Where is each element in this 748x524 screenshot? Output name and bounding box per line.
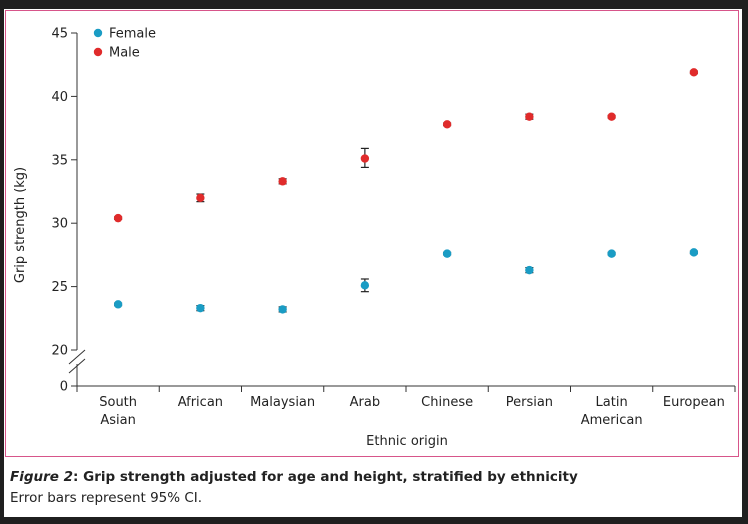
female-point: [442, 249, 452, 258]
figure-caption: Figure 2: Grip strength adjusted for age…: [10, 469, 578, 485]
x-tick-label: Latin American: [581, 395, 643, 428]
figure-card: 20 25 30 35 40 45 0 South Asian African Malaysian…: [4, 9, 742, 517]
x-tick-label: Arab: [350, 395, 380, 410]
female-point: [196, 303, 205, 313]
x-tick-label: European: [663, 395, 725, 410]
x-tick-label-line: Malaysian: [250, 395, 315, 410]
female-point: [278, 305, 287, 314]
male-point: [113, 213, 123, 223]
y-axis: 20 25 30 35 40 45 0: [51, 27, 86, 395]
x-tick-label: Malaysian: [250, 395, 315, 410]
x-tick-label: Persian: [506, 395, 553, 410]
female-point: [689, 248, 699, 257]
male-point: [525, 112, 534, 121]
x-tick-label-line: Persian: [506, 395, 553, 410]
male-point: [360, 154, 370, 163]
y-axis-label: Grip strength (kg): [13, 167, 28, 283]
y-tick-label: 25: [51, 280, 68, 295]
female-point: [360, 281, 370, 290]
y-tick-label: 35: [51, 153, 68, 168]
male-point: [278, 177, 287, 186]
x-axis: South Asian African Malaysian Arab Chinese Per…: [76, 385, 736, 428]
figure-note: Error bars represent 95% CI.: [10, 490, 203, 506]
legend-label-female: Female: [109, 27, 156, 42]
legend-label-male: Male: [109, 46, 140, 61]
male-point: [689, 68, 699, 77]
male-legend-marker: [93, 47, 103, 57]
y-tick-label: 40: [51, 90, 68, 105]
y-tick-label: 20: [51, 344, 68, 359]
legend: Female Male: [93, 27, 156, 61]
x-axis-label: Ethnic origin: [366, 434, 448, 449]
scatter-chart: 20 25 30 35 40 45 0 South Asian African Malaysian…: [13, 27, 736, 449]
female-point: [607, 249, 616, 258]
x-tick-label: Chinese: [421, 395, 473, 410]
chart-frame: 20 25 30 35 40 45 0 South Asian African Malaysian…: [5, 10, 739, 457]
male-point: [442, 120, 452, 129]
x-tick-label-line: South: [99, 395, 137, 410]
x-tick-label-line: Chinese: [421, 395, 473, 410]
x-tick-label-line: European: [663, 395, 725, 410]
male-point: [196, 193, 205, 203]
female-point: [113, 300, 123, 309]
y-tick-label: 0: [60, 380, 68, 395]
y-tick-label: 45: [51, 27, 68, 42]
x-tick-label: African: [178, 395, 223, 410]
male-point: [607, 112, 616, 121]
y-tick-label: 30: [51, 217, 68, 232]
figure-label: Figure 2: [10, 469, 74, 485]
x-tick-label-line: African: [178, 395, 223, 410]
figure-title: : Grip strength adjusted for age and hei…: [73, 469, 578, 485]
female-point: [525, 265, 534, 275]
axis-break-mark: [68, 349, 86, 365]
x-tick-label-line: Latin: [596, 395, 628, 410]
x-tick-label-line: Arab: [350, 395, 380, 410]
x-tick-label: South Asian: [99, 395, 137, 428]
x-tick-label-line: American: [581, 413, 643, 428]
x-tick-label-line: Asian: [100, 413, 135, 428]
data-points: [113, 68, 699, 314]
female-legend-marker: [93, 28, 103, 38]
